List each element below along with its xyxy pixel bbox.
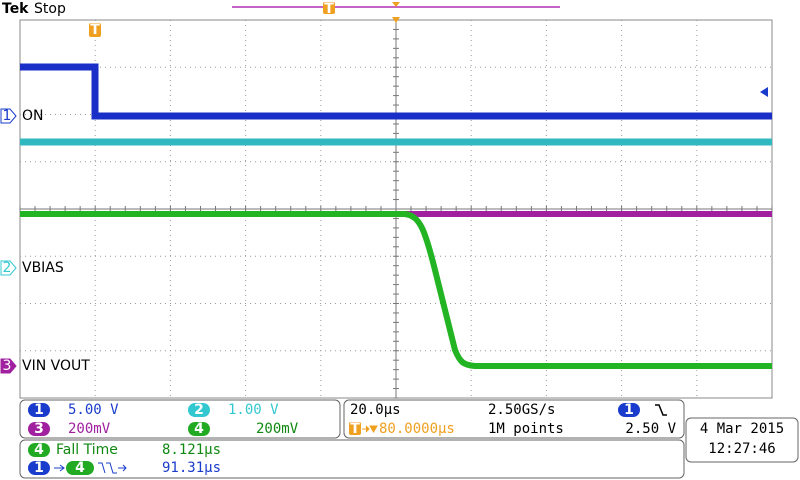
channel-number: 4 [34,442,44,458]
record-length: 1M points [488,421,564,437]
time: 12:27:46 [708,441,775,457]
channel-badge [28,443,50,457]
channel-number: 4 [75,460,85,476]
channel-badge [28,403,50,417]
channel-badge [618,403,640,417]
channel-scale: 200mV [68,421,111,437]
sample-rate: 2.50GS/s [488,402,555,418]
channel-marker-number: 3 [3,358,12,374]
channel-number: 1 [34,460,44,476]
arrow-icon [362,425,378,433]
channel-label: VIN VOUT [22,358,90,374]
channel-badge [188,403,210,417]
trigger-time-marker [392,2,400,7]
graticule [19,19,773,399]
trigger-position: 80.0000µs [379,421,455,437]
trigger-time-marker [392,17,400,23]
channel-marker-number: 1 [3,108,12,124]
status: Stop [34,1,66,17]
channel-badge [28,422,50,436]
channel-number: 4 [194,421,204,437]
trigger-position-icon: T [324,1,334,17]
channel-marker-number: 2 [3,260,12,276]
channel-number: 2 [194,402,204,418]
channel-scale: 5.00 V [68,402,119,418]
channel-number: 3 [34,421,44,437]
channel-marker [0,108,17,124]
measurement-panel [19,439,685,479]
channel-marker [0,260,17,276]
channel-badge [28,461,50,475]
time-per-div: 20.0µs [350,402,401,418]
trigger-badge [89,23,101,37]
trigger-icon: T [350,421,360,437]
measurement-value: 8.121µs [162,442,221,458]
channel-scale: 200mV [256,421,299,437]
measurement-label: Fall Time [56,442,118,458]
trigger-level-marker [760,87,768,97]
trigger-position-badge [323,2,335,14]
channel-number: 1 [34,402,44,418]
waveform-ch4 [20,211,772,369]
horizontal-panel [343,399,685,439]
waveform-ch1 [20,63,772,120]
channel-marker [0,358,17,374]
channel-badge [66,461,94,475]
arrow-icon [54,464,65,472]
trigger-icon: T [90,22,100,38]
trigger-badge [349,422,361,435]
trigger-level: 2.50 V [625,421,676,437]
edge-icon [98,462,127,474]
channel-number: 1 [624,402,634,418]
brand: Tek [2,1,29,17]
channel-badge [188,422,210,436]
measurement-value: 91.31µs [162,460,221,476]
date: 4 Mar 2015 [700,421,784,437]
vertical-panel [19,399,341,439]
channel-label: ON [22,108,44,124]
falling-edge-icon [655,404,667,416]
datetime-panel [685,417,799,463]
channel-scale: 1.00 V [228,402,279,418]
channel-label: VBIAS [22,260,64,276]
